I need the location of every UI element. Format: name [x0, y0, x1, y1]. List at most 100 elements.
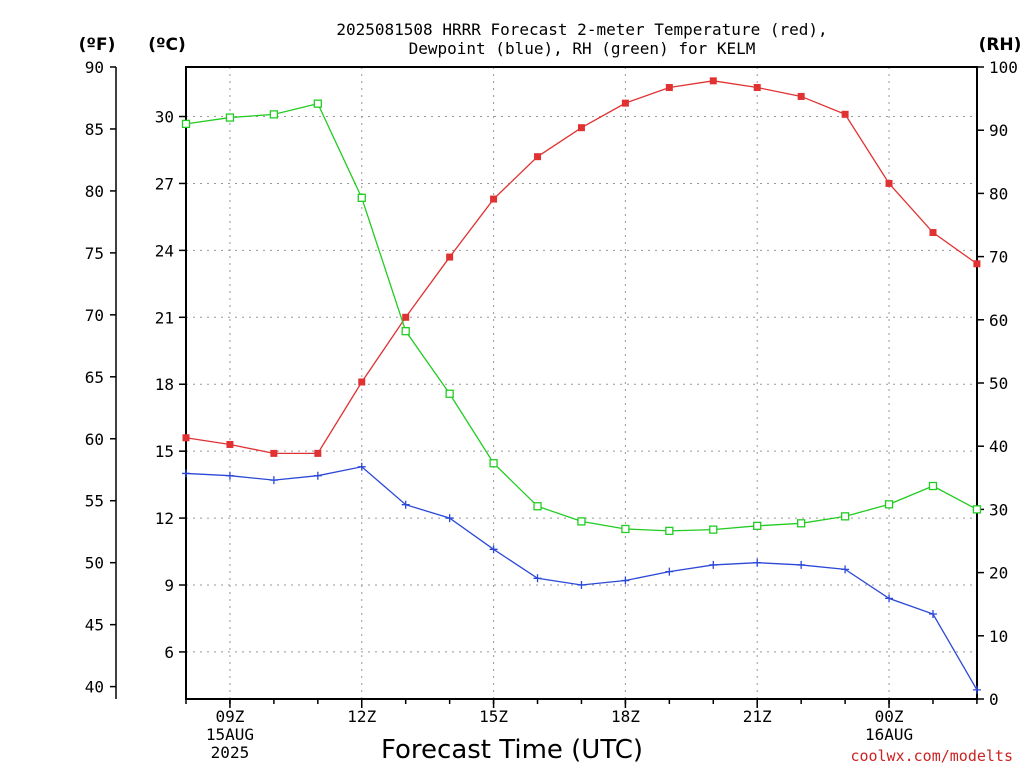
- rh-point: [489, 459, 498, 468]
- temperature-point: [402, 313, 410, 321]
- rh-point: [357, 193, 366, 202]
- temperature-point: [534, 153, 542, 161]
- celsius-tick-label: 15: [155, 442, 174, 461]
- temperature-point: [314, 449, 322, 457]
- fahrenheit-tick-label: 60: [85, 430, 104, 449]
- dewpoint-line: [185, 466, 978, 691]
- x-tick-label: 2025: [211, 743, 250, 762]
- temperature-line: [185, 80, 978, 455]
- rh-tick-label: 100: [989, 58, 1018, 77]
- fahrenheit-tick-label: 75: [85, 244, 104, 263]
- rh-tick-label: 70: [989, 248, 1008, 267]
- dewpoint-point: [401, 500, 410, 509]
- temperature-point: [182, 434, 190, 442]
- dewpoint-point: [665, 567, 674, 576]
- temperature-point: [226, 440, 234, 448]
- celsius-unit-label: (ºC): [148, 35, 186, 55]
- temperature-point: [885, 179, 893, 187]
- rh-point: [313, 99, 322, 108]
- grid-lines: [186, 67, 977, 699]
- x-tick-label: 21Z: [743, 707, 772, 726]
- rh-point: [884, 500, 894, 509]
- rh-tick-label: 80: [989, 184, 1008, 203]
- rh-tick-label: 10: [989, 627, 1008, 646]
- fahrenheit-tick-label: 85: [85, 120, 104, 139]
- rh-point: [928, 481, 938, 491]
- dewpoint-point: [709, 560, 718, 569]
- rh-unit-label: (RH): [979, 35, 1022, 55]
- temperature-point: [929, 229, 937, 237]
- rh-point: [445, 389, 454, 398]
- rh-tick-label: 0: [989, 690, 999, 709]
- x-axis-label: Forecast Time (UTC): [381, 735, 643, 765]
- dewpoint-point: [621, 576, 630, 585]
- data-series: [181, 77, 982, 694]
- rh-tick-label: 30: [989, 500, 1008, 519]
- x-tick-label: 12Z: [347, 707, 376, 726]
- celsius-tick-label: 12: [155, 509, 174, 528]
- rh-point: [401, 327, 410, 336]
- rh-point: [709, 525, 718, 534]
- fahrenheit-tick-label: 65: [85, 368, 104, 387]
- dewpoint-point: [445, 514, 454, 523]
- x-tick-label: 18Z: [611, 707, 640, 726]
- rh-point: [665, 526, 674, 536]
- celsius-tick-label: 30: [155, 108, 174, 127]
- dewpoint-point: [533, 574, 542, 583]
- x-tick-label: 15Z: [479, 707, 508, 726]
- chart-title-line2: Dewpoint (blue), RH (green) for KELM: [409, 39, 756, 58]
- dewpoint-point: [972, 685, 981, 694]
- x-tick-label: 00Z: [875, 707, 904, 726]
- rh-point: [621, 524, 630, 534]
- celsius-tick-label: 6: [164, 643, 174, 662]
- dewpoint-point: [225, 471, 234, 480]
- rh-tick-label: 50: [989, 374, 1008, 393]
- dewpoint-point: [841, 565, 850, 574]
- x-tick-label: 15AUG: [206, 725, 254, 744]
- celsius-tick-label: 18: [155, 375, 174, 394]
- credit-text: coolwx.com/modelts: [850, 747, 1013, 765]
- rh-point: [225, 113, 235, 122]
- fahrenheit-tick-label: 40: [85, 678, 104, 697]
- temperature-point: [270, 449, 278, 457]
- rh-tick-label: 60: [989, 311, 1008, 330]
- temperature-point: [797, 92, 805, 100]
- axes: 40 45 50 55 60 65 70 75 80 85 90 6 9 12 15 18 21 24 27 30 0 1…: [85, 58, 1018, 762]
- temperature-point: [665, 84, 673, 92]
- rh-point: [797, 519, 806, 528]
- dewpoint-point: [489, 545, 498, 554]
- temperature-point: [841, 110, 849, 118]
- temperature-point: [973, 260, 981, 268]
- temperature-point: [577, 124, 585, 132]
- rh-tick-label: 20: [989, 564, 1008, 583]
- celsius-tick-label: 27: [155, 174, 174, 193]
- rh-tick-label: 40: [989, 437, 1008, 456]
- x-tick-label: 16AUG: [865, 725, 913, 744]
- temperature-point: [709, 77, 717, 85]
- fahrenheit-tick-label: 80: [85, 182, 104, 201]
- rh-point: [840, 512, 850, 521]
- dewpoint-point: [577, 581, 586, 590]
- dewpoint-point: [357, 462, 366, 471]
- rh-point: [753, 521, 762, 530]
- temperature-point: [446, 253, 454, 261]
- temperature-point: [358, 378, 366, 386]
- fahrenheit-tick-label: 50: [85, 554, 104, 573]
- rh-point: [269, 110, 279, 119]
- fahrenheit-unit-label: (ºF): [79, 35, 116, 55]
- celsius-tick-label: 9: [164, 576, 174, 595]
- dewpoint-point: [313, 471, 322, 480]
- dewpoint-point: [182, 469, 190, 478]
- celsius-tick-label: 24: [155, 241, 174, 260]
- rh-point: [577, 517, 586, 526]
- dewpoint-point: [269, 476, 278, 485]
- x-tick-label: 09Z: [215, 707, 244, 726]
- dewpoint-point: [928, 610, 937, 619]
- dewpoint-point: [797, 560, 806, 569]
- celsius-tick-label: 21: [155, 308, 174, 327]
- dewpoint-point: [753, 558, 762, 567]
- plot-frame: [185, 66, 978, 700]
- rh-point: [533, 502, 542, 511]
- temperature-point: [753, 84, 761, 92]
